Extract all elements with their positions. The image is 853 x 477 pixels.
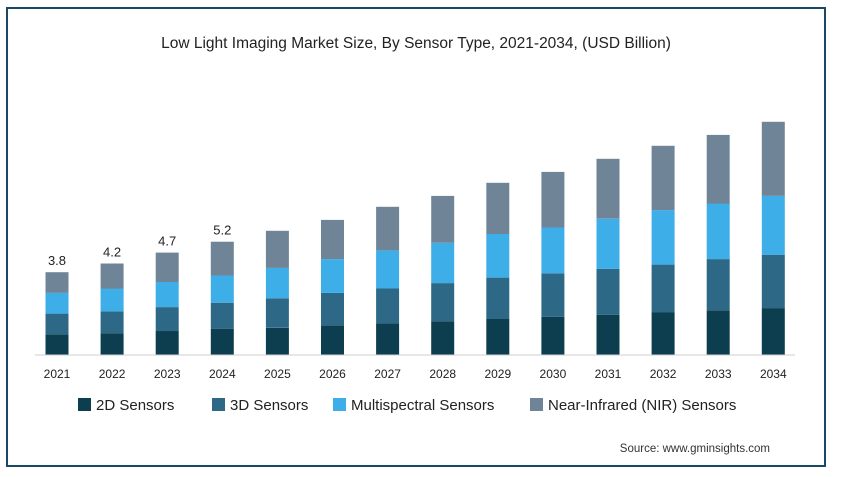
bar-2033-series-3 — [706, 134, 730, 204]
bar-2031-series-0 — [596, 314, 620, 355]
bar-2022-series-2 — [100, 288, 124, 312]
bar-2027-series-1 — [376, 288, 400, 324]
bar-2022-series-0 — [100, 333, 124, 355]
bar-2027-series-2 — [376, 250, 400, 289]
x-tick-2021: 2021 — [44, 367, 71, 381]
legend: 2D Sensors 3D Sensors Multispectral Sensor… — [78, 397, 736, 414]
bar-2029-series-1 — [486, 277, 510, 319]
legend-label-2: Multispectral Sensors — [351, 397, 494, 414]
legend-label-3: Near-Infrared (NIR) Sensors — [548, 397, 736, 414]
bar-2022-series-3 — [100, 263, 124, 289]
bar-2022-series-1 — [100, 311, 124, 334]
bars-layer: 3.8 4.2 4.7 5.2 — [45, 121, 785, 355]
bar-2029-series-3 — [486, 182, 510, 234]
bar-2026-series-1 — [321, 292, 344, 326]
bar-2032-series-2 — [651, 210, 675, 265]
legend-swatch-1 — [212, 398, 225, 411]
x-tick-2028: 2028 — [429, 367, 456, 381]
bar-2030-series-3 — [541, 171, 565, 228]
bar-2023-series-3 — [155, 252, 179, 282]
x-tick-labels: 2021 2022 2023 2024 2025 2026 2027 2028 2029 2030… — [44, 367, 787, 381]
x-tick-2034: 2034 — [760, 367, 787, 381]
x-tick-2032: 2032 — [650, 367, 677, 381]
legend-label-0: 2D Sensors — [96, 397, 174, 414]
legend-item-2: Multispectral Sensors — [333, 397, 494, 414]
bar-2034-series-3 — [761, 121, 785, 196]
x-tick-2022: 2022 — [99, 367, 126, 381]
total-label-2022: 4.2 — [103, 245, 121, 260]
bar-2021-series-1 — [45, 313, 69, 335]
bar-2023-series-2 — [155, 282, 179, 308]
bar-2021-series-0 — [45, 334, 69, 355]
bar-2030-series-2 — [541, 227, 565, 274]
bar-2031-series-1 — [596, 268, 620, 315]
bar-2021-series-2 — [45, 292, 69, 314]
bar-2025-series-0 — [265, 327, 289, 355]
bar-2032-series-1 — [651, 264, 675, 313]
bar-2028-series-0 — [431, 321, 455, 355]
legend-swatch-2 — [333, 398, 346, 411]
chart-frame — [6, 7, 826, 467]
bar-2024-series-2 — [210, 275, 234, 303]
bar-2028-series-2 — [431, 242, 455, 284]
bar-2024-series-3 — [210, 241, 234, 276]
x-tick-2033: 2033 — [705, 367, 732, 381]
source-note: Source: www.gminsights.com — [620, 443, 770, 455]
bar-2033-series-0 — [706, 310, 730, 355]
bar-2031-series-3 — [596, 158, 620, 219]
legend-item-0: 2D Sensors — [78, 397, 174, 414]
x-tick-2029: 2029 — [484, 367, 511, 381]
bar-2030-series-1 — [541, 273, 565, 317]
chart-title: Low Light Imaging Market Size, By Sensor… — [161, 35, 671, 52]
bar-2034-series-2 — [761, 195, 785, 255]
x-tick-2031: 2031 — [595, 367, 622, 381]
bar-2025-series-3 — [265, 230, 289, 268]
bar-2021-series-3 — [45, 272, 69, 293]
bar-2025-series-2 — [265, 267, 289, 299]
bar-2032-series-0 — [651, 312, 675, 355]
bar-2026-series-3 — [321, 219, 344, 260]
bar-2029-series-0 — [486, 319, 510, 355]
bar-2023-series-1 — [155, 307, 179, 332]
bar-2032-series-3 — [651, 145, 675, 211]
x-tick-2025: 2025 — [264, 367, 291, 381]
legend-label-1: 3D Sensors — [230, 397, 308, 414]
total-label-2021: 3.8 — [48, 253, 66, 268]
x-tick-2030: 2030 — [540, 367, 567, 381]
bar-2031-series-2 — [596, 218, 620, 269]
bar-2027-series-0 — [376, 323, 400, 355]
legend-item-1: 3D Sensors — [212, 397, 308, 414]
legend-item-3: Near-Infrared (NIR) Sensors — [530, 397, 736, 414]
bar-2026-series-2 — [321, 259, 344, 293]
bar-2023-series-0 — [155, 331, 179, 355]
legend-swatch-0 — [78, 398, 91, 411]
bar-2028-series-1 — [431, 283, 455, 322]
total-label-2023: 4.7 — [158, 234, 176, 249]
total-label-2024: 5.2 — [213, 223, 231, 238]
bar-2024-series-0 — [210, 328, 234, 355]
bar-2028-series-3 — [431, 195, 455, 243]
bar-2034-series-1 — [761, 254, 785, 309]
bar-2033-series-1 — [706, 259, 730, 311]
x-tick-2027: 2027 — [374, 367, 401, 381]
bar-2025-series-1 — [265, 298, 289, 328]
x-tick-2026: 2026 — [319, 367, 346, 381]
bar-2033-series-2 — [706, 203, 730, 260]
legend-swatch-3 — [530, 398, 543, 411]
bar-2026-series-0 — [321, 325, 344, 355]
x-tick-2024: 2024 — [209, 367, 236, 381]
x-tick-2023: 2023 — [154, 367, 181, 381]
bar-2029-series-2 — [486, 234, 510, 278]
bar-2030-series-0 — [541, 316, 565, 355]
bar-2024-series-1 — [210, 302, 234, 329]
bar-2034-series-0 — [761, 308, 785, 355]
bar-2027-series-3 — [376, 206, 400, 251]
